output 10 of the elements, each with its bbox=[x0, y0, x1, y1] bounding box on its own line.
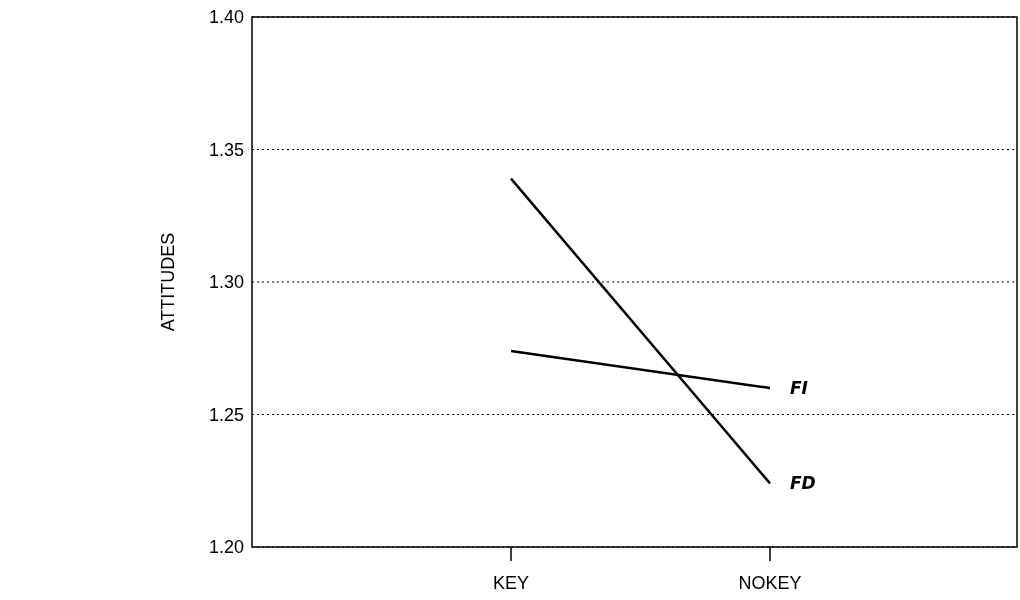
series-label: FI bbox=[790, 378, 808, 398]
y-tick-label: 1.40 bbox=[208, 7, 244, 28]
y-tick-label: 1.25 bbox=[208, 404, 244, 425]
series-label: FD bbox=[790, 473, 816, 494]
y-axis-title: ATTITUDES bbox=[158, 232, 178, 332]
x-tick-label: NOKEY bbox=[738, 573, 802, 593]
y-tick-label: 1.35 bbox=[208, 139, 244, 160]
y-tick-label: 1.20 bbox=[208, 537, 244, 558]
y-tick-label: 1.30 bbox=[208, 272, 244, 293]
x-tick-label: KEY bbox=[492, 573, 530, 593]
